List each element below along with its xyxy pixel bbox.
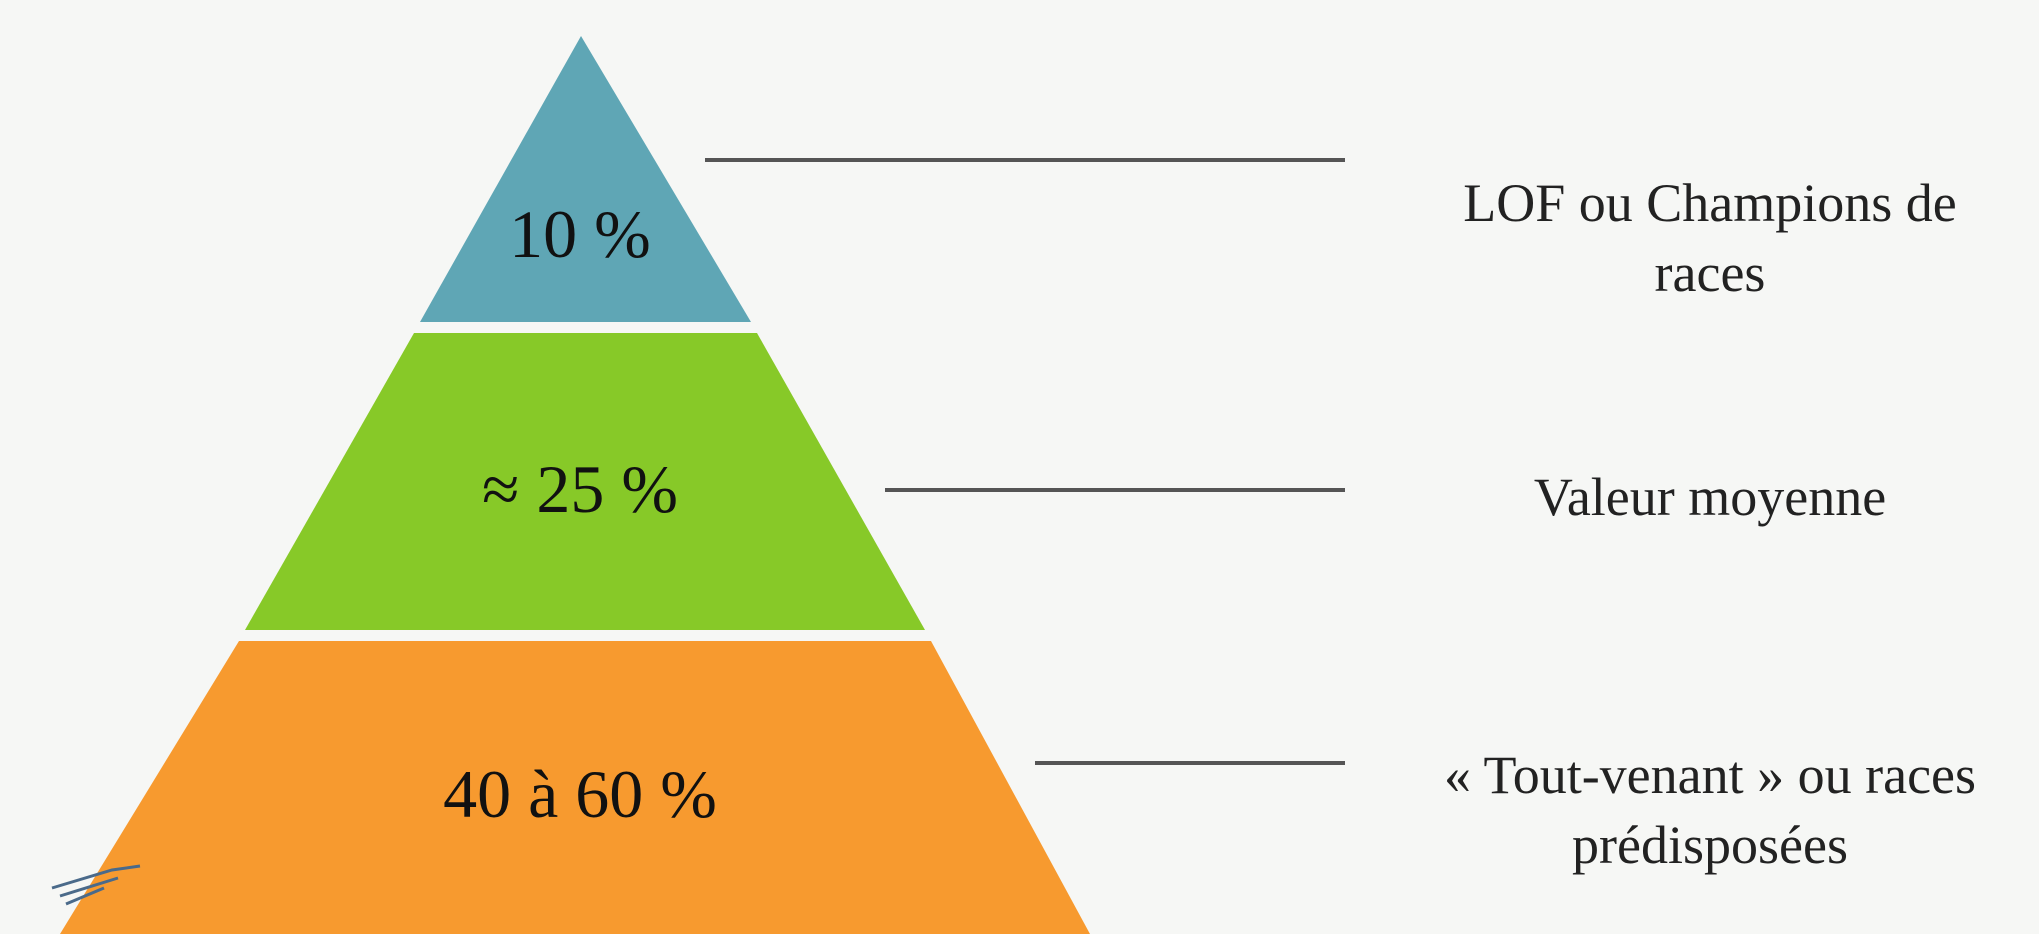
tier-middle-shape xyxy=(245,333,925,630)
tier-bottom-description-line1: « Tout-venant » ou races xyxy=(1443,745,1977,805)
tier-top-shape xyxy=(420,36,751,322)
tier-bottom-description-line2: prédisposées xyxy=(1572,815,1848,876)
tier-middle-percentage: ≈ 25 % xyxy=(482,451,678,527)
tier-bottom-shape xyxy=(60,641,1090,934)
tier-middle-description: Valeur moyenne xyxy=(1390,462,2030,532)
tier-bottom-description: « Tout-venant » ou races prédisposées xyxy=(1390,740,2030,880)
tier-top-percentage: 10 % xyxy=(509,196,651,272)
decorative-mark xyxy=(51,864,141,906)
tier-top-description-line2: races xyxy=(1654,243,1766,304)
tier-bottom-percentage: 40 à 60 % xyxy=(443,756,717,832)
tier-top-description-line1: LOF ou Champions de xyxy=(1463,173,1957,233)
tier-top-description: LOF ou Champions de races xyxy=(1390,168,2030,308)
tier-middle-description-line1: Valeur moyenne xyxy=(1533,467,1887,527)
